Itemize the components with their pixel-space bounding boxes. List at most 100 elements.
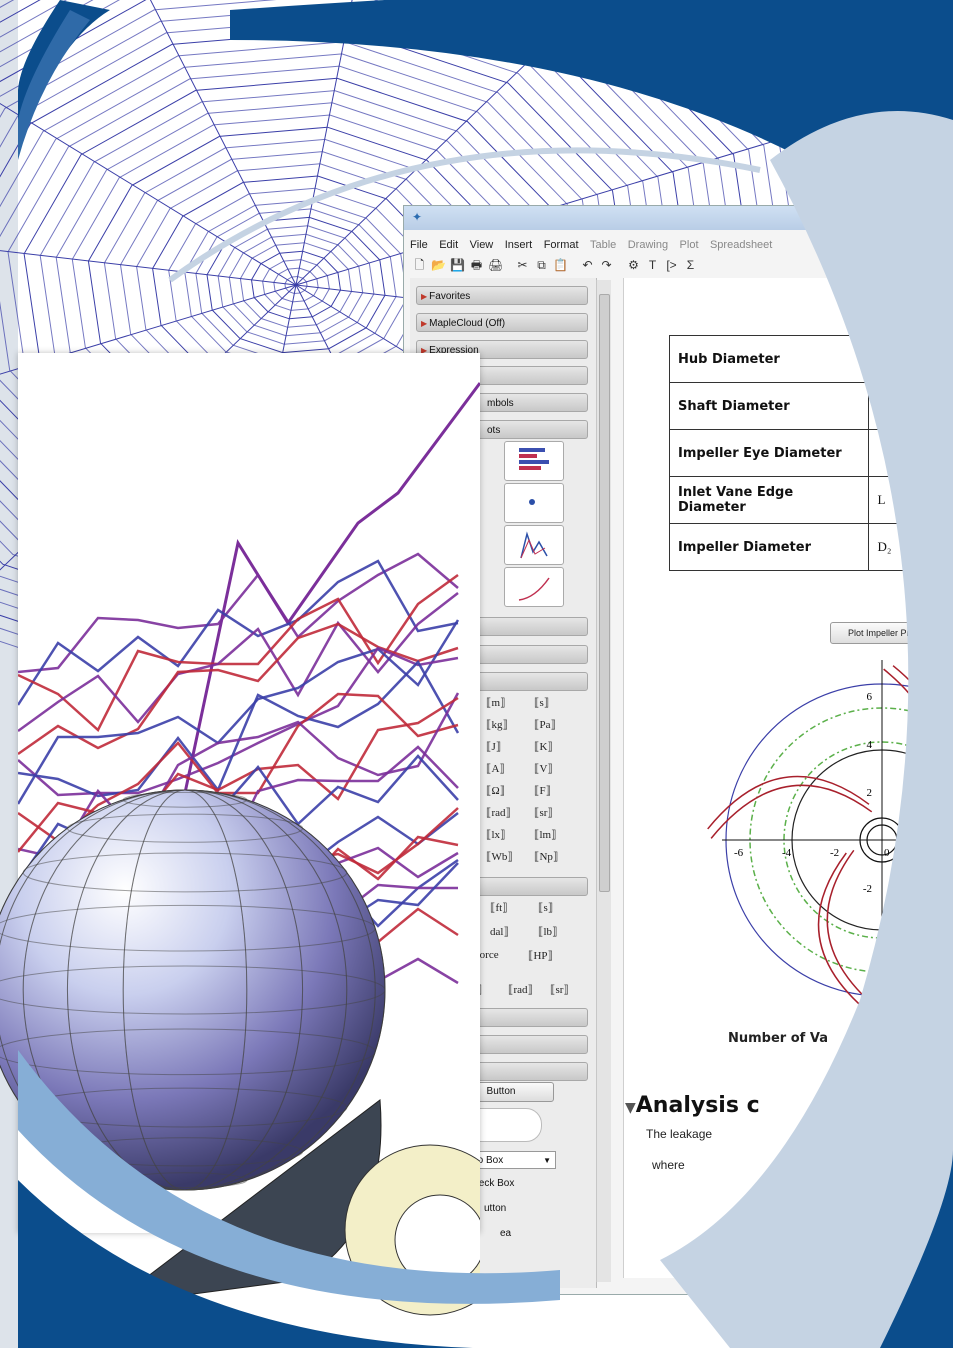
unit-button[interactable]: ⟦J⟧ bbox=[486, 741, 502, 753]
unit-button[interactable]: ⟦kg⟧ bbox=[486, 719, 508, 731]
cut-icon[interactable]: ✂ bbox=[517, 258, 528, 272]
copy-icon[interactable]: ⧉ bbox=[537, 258, 546, 272]
palette-maplecloud[interactable]: ▶ MapleCloud (Off) bbox=[416, 313, 588, 332]
arc-top-left-navy bbox=[18, 0, 110, 140]
bar-chart-icon[interactable] bbox=[504, 441, 564, 481]
section-text-2: where bbox=[652, 1158, 685, 1172]
menu-file[interactable]: File bbox=[410, 239, 428, 251]
menu-spreadsheet[interactable]: Spreadsheet bbox=[709, 239, 773, 251]
menu-table[interactable]: Table bbox=[589, 239, 617, 251]
maple-logo-icon: ✦ bbox=[412, 210, 423, 224]
vane bbox=[817, 849, 881, 1015]
curve-graph-icon bbox=[518, 577, 550, 601]
palette-label: mbols bbox=[487, 398, 514, 409]
unit-button[interactable]: ⟦V⟧ bbox=[534, 763, 553, 775]
series-line bbox=[18, 692, 460, 860]
plot-button-label: Plot Impeller Profile bbox=[847, 628, 927, 638]
palette-favorites[interactable]: ▶ Favorites bbox=[416, 286, 588, 305]
arc-thin-light bbox=[168, 147, 761, 283]
expand-icon: ▶ bbox=[421, 292, 428, 301]
vane-edge bbox=[826, 849, 881, 1012]
menu-edit[interactable]: Edit bbox=[439, 239, 459, 251]
plot-caption: Number of Va bbox=[728, 1031, 828, 1046]
series-line bbox=[18, 573, 459, 733]
collapse-triangle-icon[interactable]: ▼ bbox=[625, 1100, 636, 1116]
point-plot-icon[interactable] bbox=[504, 483, 564, 523]
menu-drawing[interactable]: Drawing bbox=[627, 239, 669, 251]
palette-label: MapleCloud (Off) bbox=[429, 318, 506, 329]
unit-button[interactable]: ⟦lx⟧ bbox=[486, 829, 506, 841]
mesh-spoke bbox=[149, 0, 297, 286]
unit-button[interactable]: dal⟧ bbox=[490, 926, 509, 938]
unit-button[interactable]: ⟦rad⟧ bbox=[486, 807, 511, 819]
unit-button[interactable]: ⟦HP⟧ bbox=[528, 950, 553, 962]
arc-bottom-mid bbox=[18, 1050, 560, 1304]
series-line bbox=[18, 622, 459, 756]
arc-right-bottom-navy bbox=[880, 1150, 953, 1348]
open-icon[interactable]: 📂 bbox=[431, 258, 446, 272]
unit-button[interactable]: ⟦Wb⟧ bbox=[486, 851, 513, 863]
expand-icon: ▶ bbox=[421, 346, 428, 355]
unit-button[interactable]: ⟦ft⟧ bbox=[490, 902, 508, 914]
paste-icon[interactable]: 📋 bbox=[553, 258, 568, 272]
chevron-down-icon: ▼ bbox=[543, 1156, 551, 1165]
series-line bbox=[18, 619, 460, 805]
x-tick-label: -2 bbox=[830, 847, 839, 859]
prompt-icon[interactable]: [> bbox=[666, 258, 677, 272]
vane-edge bbox=[710, 784, 873, 839]
unit-button[interactable]: ⟦Ω⟧ bbox=[486, 785, 506, 797]
text-area-label: ea bbox=[500, 1228, 512, 1239]
palette-scrollbar[interactable] bbox=[596, 280, 611, 1282]
unit-button[interactable]: ⟦A⟧ bbox=[486, 763, 505, 775]
y-tick-label: 6 bbox=[867, 691, 873, 703]
mesh-spoke bbox=[0, 103, 297, 286]
unit-button[interactable]: ⟦sr⟧ bbox=[534, 807, 553, 819]
series-line bbox=[18, 696, 459, 853]
menu-format[interactable]: Format bbox=[543, 239, 579, 251]
line-plot-icon[interactable] bbox=[504, 525, 564, 565]
sphere-parallel bbox=[0, 1028, 376, 1076]
print-preview-icon[interactable]: 🖨 bbox=[488, 258, 504, 272]
unit-button[interactable]: ⟦s⟧ bbox=[534, 697, 550, 709]
execute-icon[interactable]: Σ bbox=[686, 258, 695, 272]
menu-insert[interactable]: Insert bbox=[504, 239, 533, 251]
arc-top-left-mid bbox=[18, 10, 90, 160]
unit-button[interactable]: ⟦rad⟧ bbox=[508, 984, 533, 996]
unit-button[interactable]: ⟦lm⟧ bbox=[534, 829, 557, 841]
toolbar: 🗋 📂 💾 🖶 🖨 ✂ ⧉ 📋 ↶ ↷ ⚙ T [> Σ bbox=[412, 256, 952, 274]
unit-button[interactable]: ⟦Np⟧ bbox=[534, 851, 559, 863]
units-fps-grid: ⟦ft⟧⟦s⟧dal⟧⟦lb⟧force⟦HP⟧ft⟧⟦rad⟧⟦sr⟧ bbox=[470, 899, 590, 999]
undo-icon[interactable]: ↶ bbox=[582, 258, 593, 272]
check-box-label: Check Box bbox=[466, 1178, 515, 1189]
vane bbox=[707, 775, 873, 839]
print-icon[interactable]: 🖶 bbox=[470, 258, 483, 272]
unit-button[interactable]: ⟦K⟧ bbox=[534, 741, 553, 753]
unit-button[interactable]: force bbox=[476, 949, 499, 961]
unit-button[interactable]: ⟦s⟧ bbox=[538, 902, 554, 914]
x-tick-label: -6 bbox=[734, 847, 744, 859]
unit-button[interactable]: ⟦F⟧ bbox=[534, 785, 552, 797]
unit-button[interactable]: ⟦Pa⟧ bbox=[534, 719, 556, 731]
palette-scroll-thumb[interactable] bbox=[599, 294, 610, 892]
arc-right-light bbox=[660, 111, 953, 1348]
line-graph-icon bbox=[520, 531, 548, 559]
y-tick-label: -2 bbox=[863, 883, 872, 895]
curve-plot-icon[interactable] bbox=[504, 567, 564, 607]
insert-math-icon[interactable]: ⚙ bbox=[628, 258, 639, 272]
new-icon[interactable]: 🗋 bbox=[414, 258, 425, 272]
save-icon[interactable]: 💾 bbox=[450, 258, 465, 272]
unit-button[interactable]: ⟦lb⟧ bbox=[538, 926, 558, 938]
menu-view[interactable]: View bbox=[469, 239, 494, 251]
y-tick-label: 2 bbox=[867, 787, 873, 799]
mesh-spoke bbox=[295, 0, 353, 286]
vane-edge bbox=[707, 775, 870, 830]
vane-edge bbox=[817, 852, 872, 1015]
unit-button[interactable]: ⟦sr⟧ bbox=[550, 984, 569, 996]
x-tick-label: -4 bbox=[782, 847, 792, 859]
plot-icon-grid bbox=[470, 441, 596, 611]
menu-plot[interactable]: Plot bbox=[679, 239, 699, 251]
unit-button[interactable]: ⟦m⟧ bbox=[486, 697, 506, 709]
redo-icon[interactable]: ↷ bbox=[601, 258, 612, 272]
text-icon[interactable]: T bbox=[648, 258, 657, 272]
